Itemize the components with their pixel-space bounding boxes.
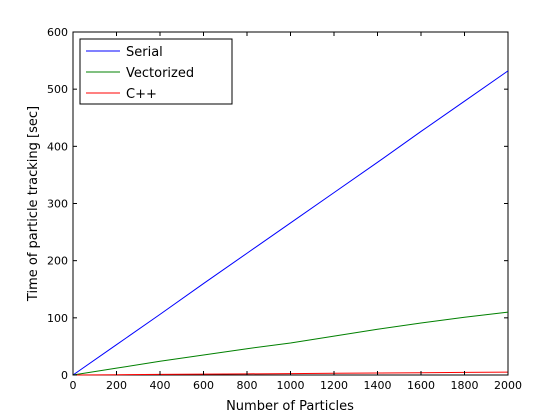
x-axis-label: Number of Particles bbox=[226, 399, 354, 414]
y-axis-label: Time of particle tracking [sec] bbox=[26, 106, 41, 302]
x-tick-label: 1600 bbox=[407, 379, 435, 392]
y-tick-label: 200 bbox=[47, 255, 68, 268]
axis-ticks: 0 200 400 600 800 1000 1200 1400 1600 1800 2000 0 10… bbox=[47, 26, 522, 392]
x-tick-label: 0 bbox=[70, 379, 77, 392]
y-tick-label: 500 bbox=[47, 83, 68, 96]
y-tick-label: 0 bbox=[61, 369, 68, 382]
x-tick-label: 1800 bbox=[451, 379, 479, 392]
x-tick-label: 600 bbox=[193, 379, 214, 392]
x-tick-label: 400 bbox=[150, 379, 171, 392]
series-line-vectorized bbox=[72, 311, 509, 376]
legend: Serial Vectorized C++ bbox=[79, 38, 233, 105]
x-tick-label: 1000 bbox=[277, 379, 305, 392]
x-tick-label: 200 bbox=[106, 379, 127, 392]
y-tick-label: 100 bbox=[47, 312, 68, 325]
y-tick-label: 600 bbox=[47, 26, 68, 39]
legend-label-serial: Serial bbox=[126, 45, 163, 60]
x-tick-label: 1200 bbox=[320, 379, 348, 392]
y-tick-label: 400 bbox=[47, 140, 68, 153]
y-tick-label: 300 bbox=[47, 198, 68, 211]
series-line-serial bbox=[72, 70, 509, 376]
legend-label-vectorized: Vectorized bbox=[126, 66, 194, 81]
legend-label-cpp: C++ bbox=[126, 87, 157, 102]
x-tick-label: 1400 bbox=[364, 379, 392, 392]
x-tick-label: 2000 bbox=[494, 379, 522, 392]
x-tick-label: 800 bbox=[237, 379, 258, 392]
